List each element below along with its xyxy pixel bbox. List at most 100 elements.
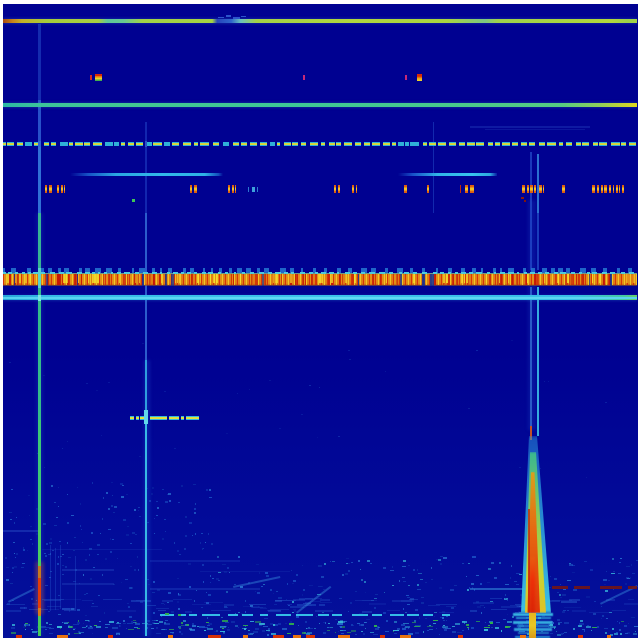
striped-block [95, 74, 102, 81]
noise-speck [581, 628, 586, 631]
noise-speck [157, 610, 166, 612]
burst-bar [597, 185, 599, 193]
burst-bar [194, 185, 197, 193]
band-tick [276, 273, 278, 283]
noise-speck [417, 569, 419, 572]
noise-speck [593, 613, 596, 615]
noise-speck [605, 570, 608, 573]
noise-speck [341, 573, 345, 576]
noise-speck [6, 579, 10, 581]
dash [24, 141, 32, 147]
noise-speck [597, 626, 600, 629]
echo-vline [75, 556, 76, 610]
noise-speck [509, 577, 512, 580]
noise-speck [562, 632, 564, 635]
noise-speck [127, 628, 134, 630]
noise-speck [515, 583, 519, 586]
noise-speck [209, 489, 211, 492]
noise-speck [442, 624, 445, 626]
vline-glint [38, 141, 41, 147]
noise-speck [433, 622, 436, 625]
noise-speck [125, 493, 128, 496]
noise-speck [609, 633, 614, 636]
noise-speck [518, 622, 523, 625]
band-top-dash [352, 271, 358, 274]
dot [505, 626, 508, 628]
band-tick [516, 273, 519, 285]
noise-speck [471, 583, 475, 585]
noise-speck [356, 622, 361, 624]
noise-speck [433, 616, 435, 618]
noise-speck [603, 579, 608, 581]
noise-speck [61, 622, 63, 624]
bottom-red-dash [458, 634, 463, 639]
noise-speck [61, 573, 64, 575]
band-top-dash [517, 271, 520, 274]
noise-speck [13, 541, 15, 543]
noise-speck [324, 621, 326, 624]
noise-speck [300, 414, 303, 416]
bottom-red-dash [400, 634, 411, 639]
noise-speck [145, 605, 157, 607]
noise-speck [162, 600, 174, 602]
noise-speck [578, 623, 585, 625]
noise-speck [350, 602, 353, 605]
noise-speck [364, 621, 367, 624]
noise-speck [346, 563, 348, 565]
dash [542, 267, 548, 273]
noise-speck [169, 631, 174, 634]
noise-speck [103, 612, 106, 614]
dash [227, 613, 238, 616]
noise-speck [609, 611, 613, 614]
noise-speck [9, 511, 12, 513]
noise-speck [468, 407, 470, 409]
band-tick [275, 273, 277, 283]
noise-speck [349, 359, 351, 361]
noise-speck [405, 611, 407, 614]
band-tick [280, 273, 283, 285]
noise-speck [558, 623, 560, 625]
noise-speck [615, 631, 618, 633]
band-top-dash [455, 271, 458, 274]
noise-speck [541, 630, 543, 632]
noise-speck [49, 632, 54, 634]
noise-speck [401, 624, 406, 627]
vline [38, 420, 41, 520]
band-top-dash [553, 271, 558, 274]
noise-speck [293, 610, 297, 613]
noise-speck [116, 610, 137, 612]
band-tick [158, 273, 161, 285]
noise-speck [545, 600, 561, 602]
noise-speck [612, 588, 614, 591]
dash [438, 141, 447, 147]
noise-speck [327, 622, 331, 624]
noise-speck [436, 603, 458, 606]
noise-speck [89, 625, 91, 627]
noise-speck [307, 631, 312, 634]
noise-speck [77, 622, 81, 624]
noise-speck [437, 559, 442, 561]
noise-speck [484, 626, 491, 629]
noise-speck [494, 627, 499, 630]
noise-speck [203, 629, 206, 631]
notch-mark [226, 15, 231, 17]
vline [38, 566, 41, 578]
noise-speck [167, 493, 171, 495]
band-top-dash [315, 271, 318, 274]
bottom-red-dash [520, 634, 526, 639]
noise-speck [67, 633, 71, 635]
band-top-dash [28, 271, 32, 274]
noise-speck [401, 626, 403, 629]
band-top-dash [602, 271, 607, 274]
band-tick [465, 273, 467, 283]
noise-speck [24, 623, 28, 625]
noise-speck [126, 534, 130, 536]
noise-speck [291, 582, 295, 584]
noise-speck [295, 574, 299, 577]
noise-speck [56, 563, 60, 565]
band-tick [345, 273, 347, 283]
band-tick [357, 273, 359, 286]
noise-speck [433, 620, 439, 622]
band-tick [176, 273, 179, 283]
dash [507, 267, 514, 273]
